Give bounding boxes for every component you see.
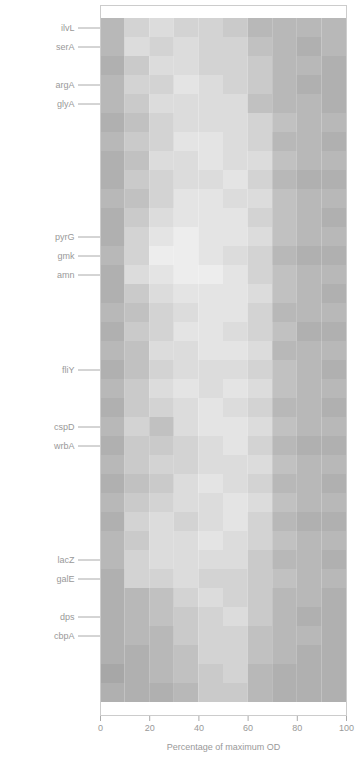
svg-text:galE: galE [56,574,74,584]
svg-text:dps: dps [60,612,75,622]
svg-text:20: 20 [145,723,155,733]
svg-text:80: 80 [292,723,302,733]
svg-text:serA: serA [56,42,75,52]
svg-text:Percentage of maximum OD: Percentage of maximum OD [167,742,281,752]
svg-text:100: 100 [339,723,354,733]
svg-text:60: 60 [243,723,253,733]
svg-text:0: 0 [98,723,103,733]
svg-text:cspD: cspD [54,422,75,432]
svg-text:argA: argA [55,80,74,90]
svg-text:ilvL: ilvL [61,23,75,33]
svg-text:glyA: glyA [57,99,75,109]
svg-text:pyrG: pyrG [55,232,75,242]
svg-text:gmk: gmk [57,251,75,261]
svg-text:amn: amn [57,270,75,280]
svg-text:fliY: fliY [62,365,75,375]
svg-text:40: 40 [194,723,204,733]
svg-text:wrbA: wrbA [53,441,75,451]
svg-text:cbpA: cbpA [54,631,75,641]
svg-text:lacZ: lacZ [57,555,75,565]
